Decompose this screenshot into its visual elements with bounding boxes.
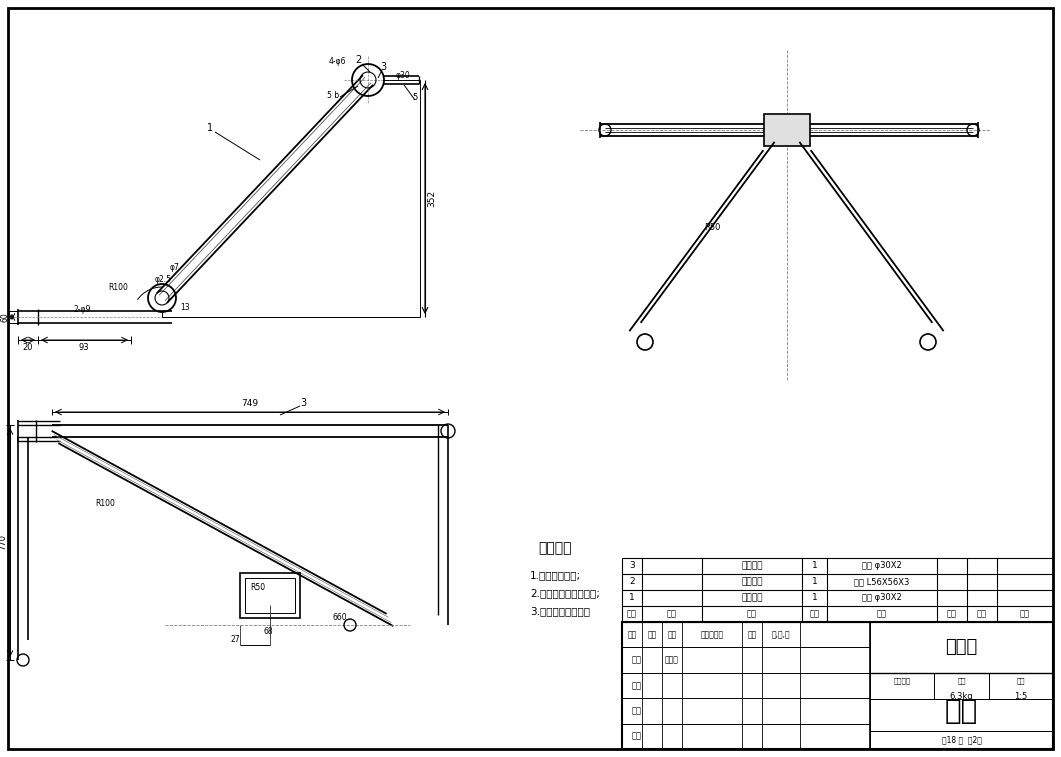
Text: 4-φ6: 4-φ6: [328, 58, 346, 67]
Text: 分区: 分区: [667, 630, 677, 639]
Text: 1.去除毛边飞刺;: 1.去除毛边飞刺;: [530, 570, 581, 580]
Text: 标记: 标记: [627, 630, 637, 639]
Text: 1: 1: [629, 593, 634, 603]
Text: 角钢 L56X56X3: 角钢 L56X56X3: [854, 578, 909, 587]
Text: 材料: 材料: [877, 609, 887, 618]
Text: 5 b: 5 b: [327, 91, 340, 99]
Text: 签名: 签名: [747, 630, 756, 639]
Text: 数量: 数量: [810, 609, 819, 618]
Text: 2.焊后退火消除内应力;: 2.焊后退火消除内应力;: [530, 588, 599, 598]
Text: 1:5: 1:5: [1014, 693, 1028, 701]
Text: 技术要求: 技术要求: [538, 541, 572, 555]
Text: 年,月,日: 年,月,日: [771, 630, 790, 639]
Text: φ2.5: φ2.5: [155, 276, 172, 285]
Text: R100: R100: [95, 499, 115, 507]
Text: 1: 1: [812, 578, 817, 587]
Text: 序号: 序号: [627, 609, 637, 618]
Bar: [240, 573, 300, 618]
Text: 比例: 比例: [1016, 678, 1025, 684]
Text: 共18 张  第2张: 共18 张 第2张: [941, 736, 981, 744]
Text: 68: 68: [263, 628, 273, 637]
Text: 数量: 数量: [647, 630, 657, 639]
Text: 352: 352: [428, 190, 436, 207]
Text: 20: 20: [22, 344, 33, 353]
Text: 93: 93: [79, 344, 89, 353]
Text: 1: 1: [207, 123, 213, 133]
Text: 1: 1: [812, 593, 817, 603]
Text: 标准化: 标准化: [665, 656, 679, 665]
Text: 13: 13: [180, 303, 190, 311]
Text: 更改文件号: 更改文件号: [700, 630, 724, 639]
Text: 车检: 车检: [632, 706, 642, 715]
Text: 2-φ9: 2-φ9: [73, 306, 90, 314]
Text: 圆管 φ30X2: 圆管 φ30X2: [863, 562, 902, 571]
Text: 圆管 φ30X2: 圆管 φ30X2: [863, 593, 902, 603]
Text: 2: 2: [354, 55, 361, 65]
Text: 27: 27: [230, 635, 240, 644]
Text: 770: 770: [0, 534, 7, 550]
Text: 6.3kg: 6.3kg: [950, 693, 973, 701]
Text: φ7: φ7: [170, 263, 180, 273]
Text: 60: 60: [0, 312, 10, 322]
Text: 名称: 名称: [747, 609, 756, 618]
Text: 设计: 设计: [632, 656, 642, 665]
Text: 3: 3: [300, 398, 306, 408]
Text: 3: 3: [380, 62, 386, 72]
Text: 车把支架: 车把支架: [742, 593, 763, 603]
Text: R100: R100: [108, 284, 128, 292]
Text: 备注: 备注: [1020, 609, 1030, 618]
Text: 660: 660: [333, 613, 347, 622]
Text: 总重: 总重: [977, 609, 987, 618]
Text: 审核: 审核: [632, 681, 642, 690]
Bar: [764, 114, 810, 146]
Text: 3: 3: [629, 562, 634, 571]
Bar: [245, 578, 295, 613]
Text: 2: 2: [629, 578, 634, 587]
Text: R50: R50: [703, 223, 720, 232]
Text: 749: 749: [242, 400, 259, 409]
Text: 1: 1: [812, 562, 817, 571]
Text: 阶段标记: 阶段标记: [893, 678, 910, 684]
Text: 开叉支架: 开叉支架: [742, 578, 763, 587]
Text: 单重: 单重: [947, 609, 957, 618]
Text: 3.表面喷漆为黑色。: 3.表面喷漆为黑色。: [530, 606, 590, 616]
Text: φ30: φ30: [396, 71, 411, 80]
Text: 工艺: 工艺: [632, 732, 642, 741]
Text: 重量: 重量: [957, 678, 966, 684]
Bar: [622, 622, 1053, 749]
Text: 代号: 代号: [667, 609, 677, 618]
Text: 焊接件: 焊接件: [945, 638, 977, 656]
Text: 车把扶手: 车把扶手: [742, 562, 763, 571]
Text: R50: R50: [250, 582, 265, 591]
Text: 5: 5: [413, 92, 418, 101]
Text: 车把: 车把: [945, 697, 978, 725]
